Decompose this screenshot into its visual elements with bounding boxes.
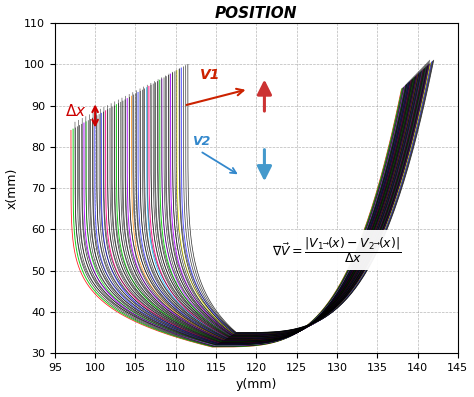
Text: V2: V2: [192, 135, 210, 148]
Title: POSITION: POSITION: [215, 6, 298, 21]
Text: $\nabla\vec{V} = \dfrac{|V_1\vec{\ }(x) - V_2\vec{\ }(x)|}{\Delta x}$: $\nabla\vec{V} = \dfrac{|V_1\vec{\ }(x) …: [272, 235, 401, 265]
Text: V1: V1: [200, 68, 220, 82]
Y-axis label: x(mm): x(mm): [6, 168, 18, 209]
Text: $\Delta x$: $\Delta x$: [64, 103, 86, 119]
X-axis label: y(mm): y(mm): [236, 378, 277, 391]
